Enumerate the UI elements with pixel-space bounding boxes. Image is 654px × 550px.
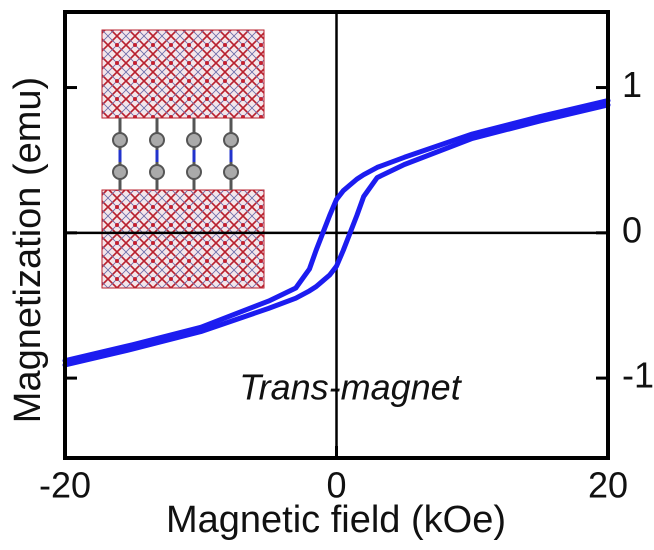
x-tick-label: 0 [326, 465, 346, 506]
hysteresis-branch [62, 102, 611, 368]
x-tick-label: 20 [588, 465, 628, 506]
hysteresis-branch [62, 98, 611, 364]
y-tick-label: -1 [622, 355, 654, 396]
y-axis-label: Magnetization (emu) [7, 77, 49, 423]
y-tick-label: 1 [622, 64, 642, 105]
x-tick-label: -20 [39, 465, 91, 506]
y-tick-label: 0 [622, 209, 642, 250]
plot-frame [63, 10, 610, 460]
annotation: Trans-magnet [239, 367, 462, 408]
inset-structure [101, 29, 265, 289]
x-axis-label: Magnetic field (kOe) [166, 499, 506, 541]
